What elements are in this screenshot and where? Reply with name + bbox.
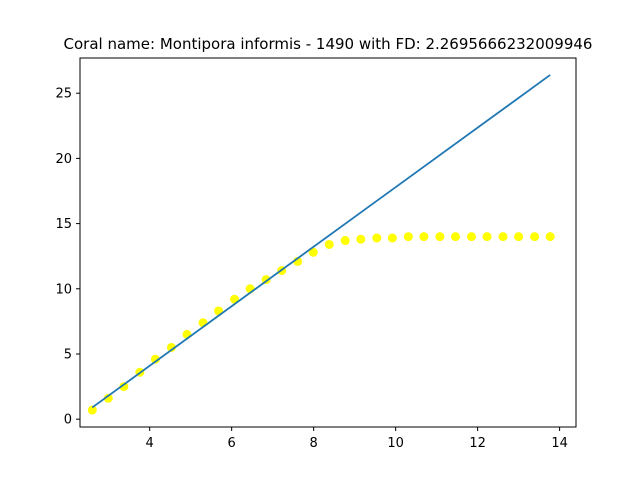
y-tick-label: 0 xyxy=(64,413,72,428)
plot-frame xyxy=(79,57,577,428)
y-tick-label: 25 xyxy=(55,87,72,102)
x-tick-label: 14 xyxy=(551,436,568,451)
scatter-point xyxy=(324,239,334,249)
y-tick-label: 15 xyxy=(55,217,72,232)
y-axis: 0 5 10 15 20 25 xyxy=(55,87,80,428)
scatter-point xyxy=(356,234,366,244)
scatter-point xyxy=(308,247,318,257)
plot-marks xyxy=(87,74,555,415)
scatter-point xyxy=(387,233,397,243)
scatter-point xyxy=(450,232,460,242)
y-tick-label: 20 xyxy=(55,152,72,167)
scatter-point xyxy=(419,232,429,242)
x-tick-label: 8 xyxy=(310,436,318,451)
y-tick-label: 10 xyxy=(55,282,72,297)
y-tick-label: 5 xyxy=(64,347,72,362)
scatter-point xyxy=(482,232,492,242)
scatter-point xyxy=(514,232,524,242)
x-tick-label: 12 xyxy=(469,436,486,451)
fit-line xyxy=(91,74,551,409)
scatter-point xyxy=(166,342,176,352)
scatter-point xyxy=(340,236,350,246)
x-tick-label: 10 xyxy=(387,436,404,451)
scatter-point xyxy=(119,382,129,392)
scatter-point xyxy=(498,232,508,242)
scatter-point xyxy=(87,405,97,415)
chart-title: Coral name: Montipora informis - 1490 wi… xyxy=(64,35,593,53)
scatter-point xyxy=(466,232,476,242)
scatter-point xyxy=(545,232,555,242)
scatter-point xyxy=(103,393,113,403)
scatter-point xyxy=(435,232,445,242)
x-axis: 4 6 8 10 12 14 xyxy=(146,427,568,451)
x-tick-label: 6 xyxy=(228,436,236,451)
scatter-point xyxy=(372,233,382,243)
scatter-point xyxy=(530,232,540,242)
scatter-point xyxy=(150,354,160,364)
x-tick-label: 4 xyxy=(146,436,154,451)
scatter-point xyxy=(403,232,413,242)
